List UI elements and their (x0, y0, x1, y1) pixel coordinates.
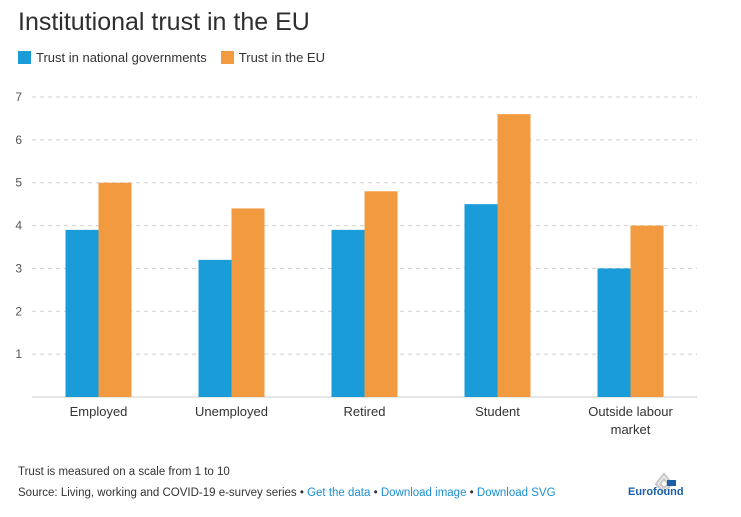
bar-eu (630, 225, 664, 397)
legend-item-national[interactable]: Trust in national governments (18, 50, 207, 65)
bar-national (464, 204, 498, 397)
bar-national (198, 259, 232, 397)
bar-eu (98, 182, 132, 397)
bar-eu (497, 114, 531, 398)
bar-national (597, 268, 631, 397)
separator: • (370, 487, 381, 499)
y-tick-label: 6 (15, 133, 22, 147)
legend-item-eu[interactable]: Trust in the EU (220, 50, 325, 65)
y-tick-label: 5 (15, 176, 22, 190)
y-tick-label: 7 (15, 90, 22, 104)
source-text: Source: Living, working and COVID-19 e-s… (18, 487, 308, 499)
scale-note: Trust is measured on a scale from 1 to 1… (18, 466, 230, 478)
legend-swatch-eu (220, 51, 234, 64)
source-line: Source: Living, working and COVID-19 e-s… (18, 487, 556, 499)
y-tick-label: 1 (15, 347, 22, 361)
bar-eu (231, 208, 265, 397)
bar-national (331, 229, 365, 397)
separator: • (466, 487, 477, 499)
x-tick-label: Retired (344, 404, 386, 419)
x-tick-label: market (611, 422, 651, 437)
legend-swatch-national (18, 51, 31, 64)
download-svg-link[interactable]: Download SVG (476, 487, 556, 499)
x-tick-label: Student (475, 404, 520, 419)
x-tick-label: Employed (70, 404, 128, 419)
chart-title: Institutional trust in the EU (18, 8, 310, 36)
eurofound-logo-icon (654, 472, 676, 494)
logo-text: Eurofound (628, 486, 684, 498)
download-image-link[interactable]: Download image (380, 487, 467, 499)
x-tick-label: Unemployed (195, 404, 268, 419)
y-tick-label: 2 (15, 304, 22, 318)
bar-chart: 1 2 3 4 5 6 7 Employed Unemployed Retired Student O… (15, 90, 697, 437)
legend: Trust in national governments Trust in t… (18, 50, 339, 65)
legend-label-eu: Trust in the EU (238, 50, 325, 65)
y-tick-label: 3 (15, 261, 22, 275)
x-tick-label: Outside labour (588, 404, 673, 419)
bar-eu (364, 191, 398, 397)
get-data-link[interactable]: Get the data (307, 487, 371, 499)
bar-national (65, 229, 99, 397)
y-tick-label: 4 (15, 219, 22, 233)
legend-label-national: Trust in national governments (36, 50, 207, 65)
